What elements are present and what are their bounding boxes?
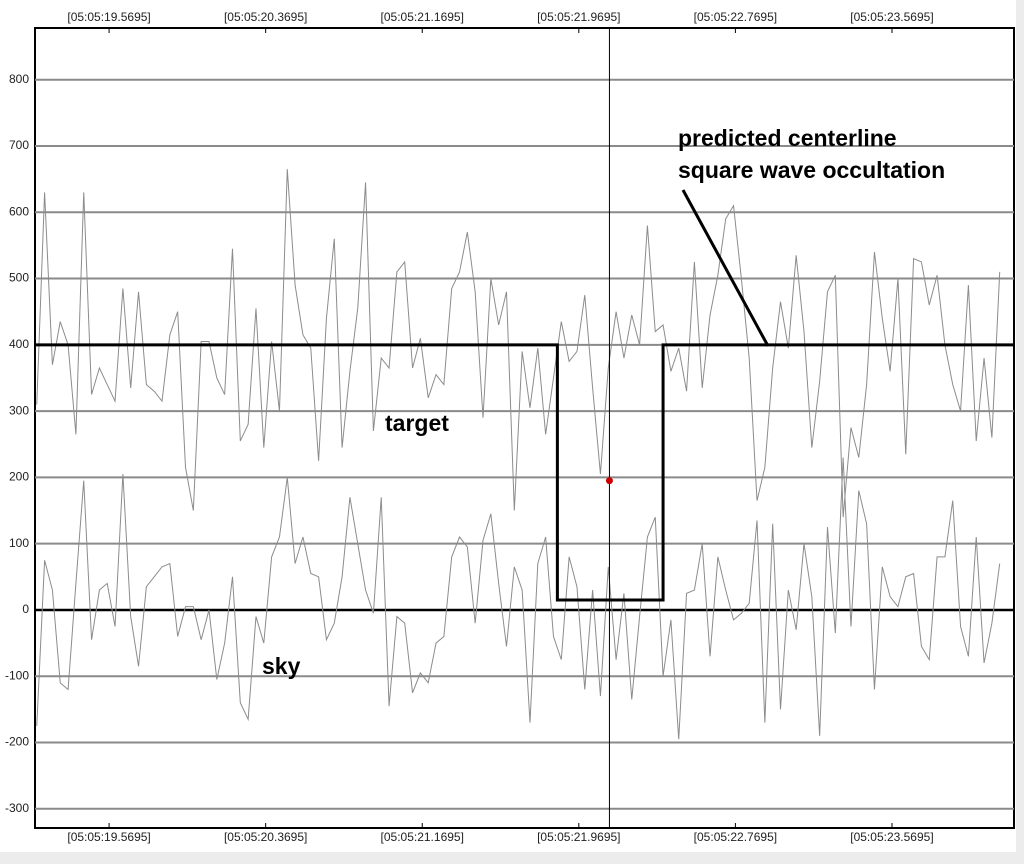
y-tick-label: -300 — [5, 801, 29, 815]
y-tick-label: -100 — [5, 668, 29, 682]
x-tick-label: [05:05:20.3695] — [224, 830, 307, 844]
x-tick-label: [05:05:20.3695] — [224, 10, 307, 24]
y-tick-label: 500 — [9, 271, 29, 285]
y-tick-label: 600 — [9, 204, 29, 218]
x-tick-label: [05:05:23.5695] — [850, 830, 933, 844]
x-tick-label: [05:05:19.5695] — [67, 830, 150, 844]
x-tick-label: [05:05:22.7695] — [694, 830, 777, 844]
series-line — [36, 169, 1001, 518]
x-tick-label: [05:05:21.9695] — [537, 830, 620, 844]
series-line — [36, 457, 1001, 740]
x-tick-label: [05:05:22.7695] — [694, 10, 777, 24]
x-tick-label: [05:05:19.5695] — [67, 10, 150, 24]
y-tick-label: 800 — [9, 72, 29, 86]
y-tick-label: -200 — [5, 735, 29, 749]
series-label: target — [385, 410, 449, 436]
y-tick-label: 400 — [9, 337, 29, 351]
y-tick-label: 0 — [22, 602, 29, 616]
x-tick-label: [05:05:23.5695] — [850, 10, 933, 24]
annotation: square wave occultation — [678, 157, 945, 183]
model-line — [35, 343, 1014, 602]
y-tick-label: 700 — [9, 138, 29, 152]
annotation: predicted centerline — [678, 125, 897, 151]
x-tick-label: [05:05:21.9695] — [537, 10, 620, 24]
x-tick-label: [05:05:21.1695] — [381, 10, 464, 24]
y-tick-label: 300 — [9, 403, 29, 417]
series-label: sky — [262, 653, 301, 679]
annotation-pointer — [681, 189, 770, 347]
y-tick-label: 200 — [9, 470, 29, 484]
cursor-point — [605, 477, 613, 485]
y-tick-label: 100 — [9, 536, 29, 550]
x-tick-label: [05:05:21.1695] — [381, 830, 464, 844]
